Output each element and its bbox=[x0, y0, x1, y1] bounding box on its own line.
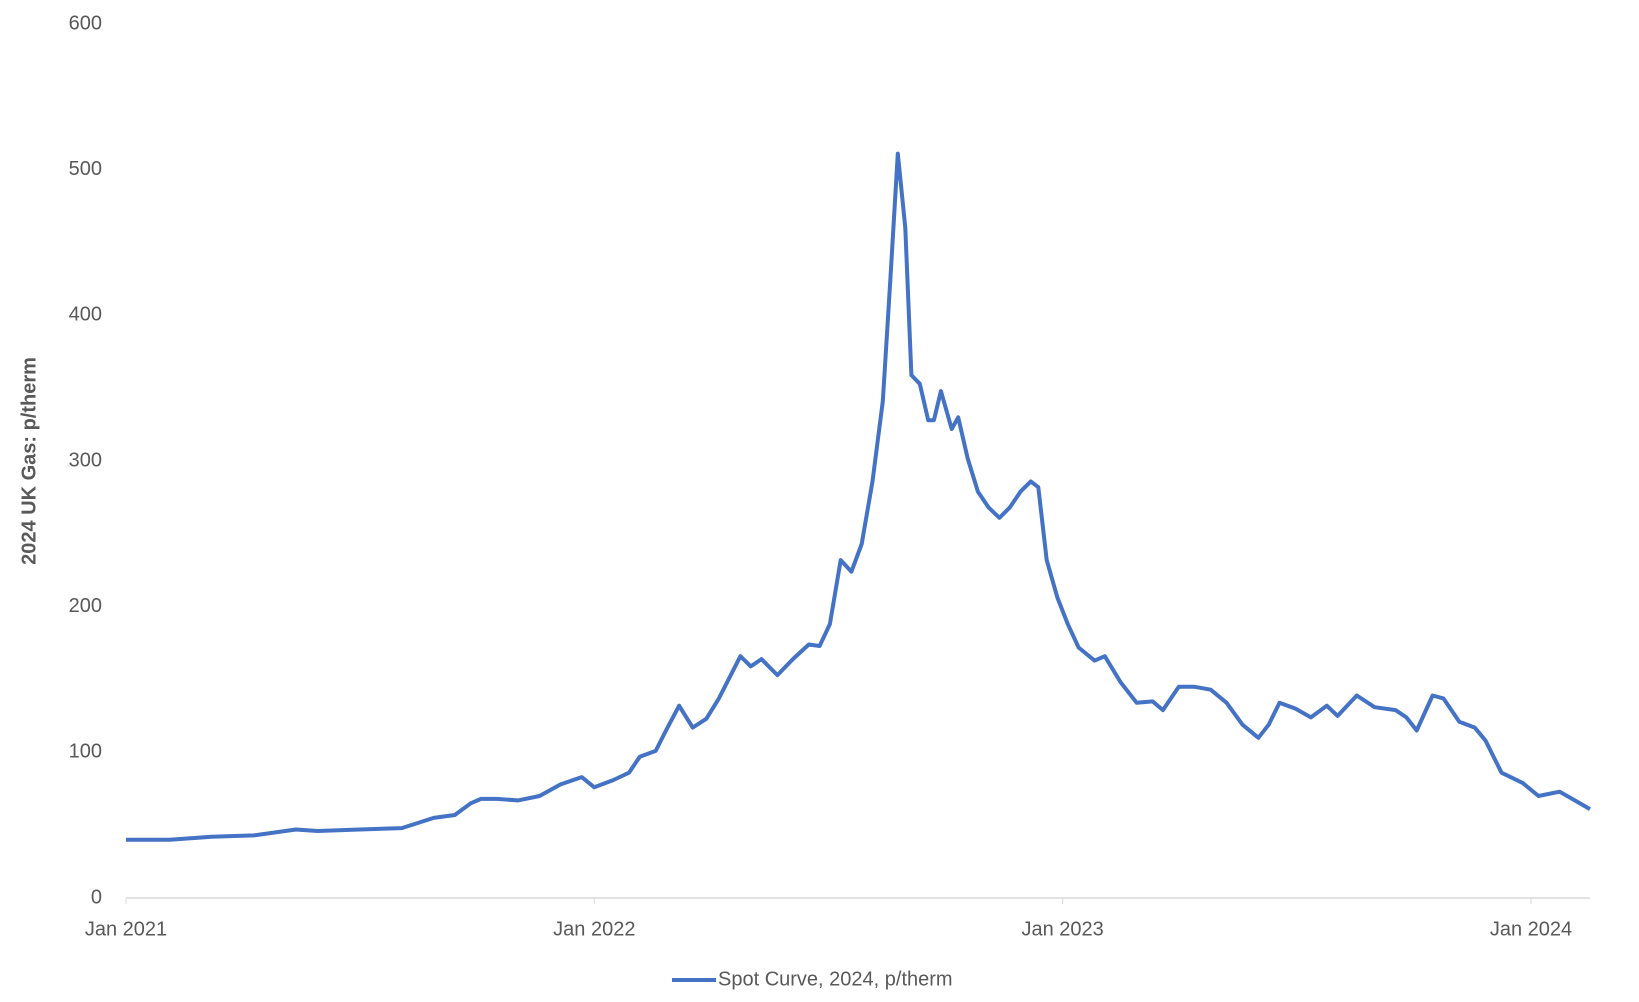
y-axis-label: 2024 UK Gas: p/therm bbox=[18, 357, 40, 565]
x-tick-label: Jan 2022 bbox=[553, 918, 635, 940]
y-tick-label: 500 bbox=[69, 158, 102, 180]
y-tick-label: 300 bbox=[69, 449, 102, 471]
y-tick-label: 200 bbox=[69, 595, 102, 617]
y-tick-label: 600 bbox=[69, 12, 102, 34]
y-tick-label: 100 bbox=[69, 741, 102, 763]
x-tick-label: Jan 2024 bbox=[1490, 918, 1572, 940]
y-tick-label: 400 bbox=[69, 304, 102, 326]
y-tick-label: 0 bbox=[91, 886, 102, 908]
x-tick-label: Jan 2021 bbox=[85, 918, 167, 940]
x-tick-label: Jan 2023 bbox=[1022, 918, 1104, 940]
legend-label: Spot Curve, 2024, p/therm bbox=[718, 968, 953, 990]
line-series bbox=[126, 151, 1591, 842]
